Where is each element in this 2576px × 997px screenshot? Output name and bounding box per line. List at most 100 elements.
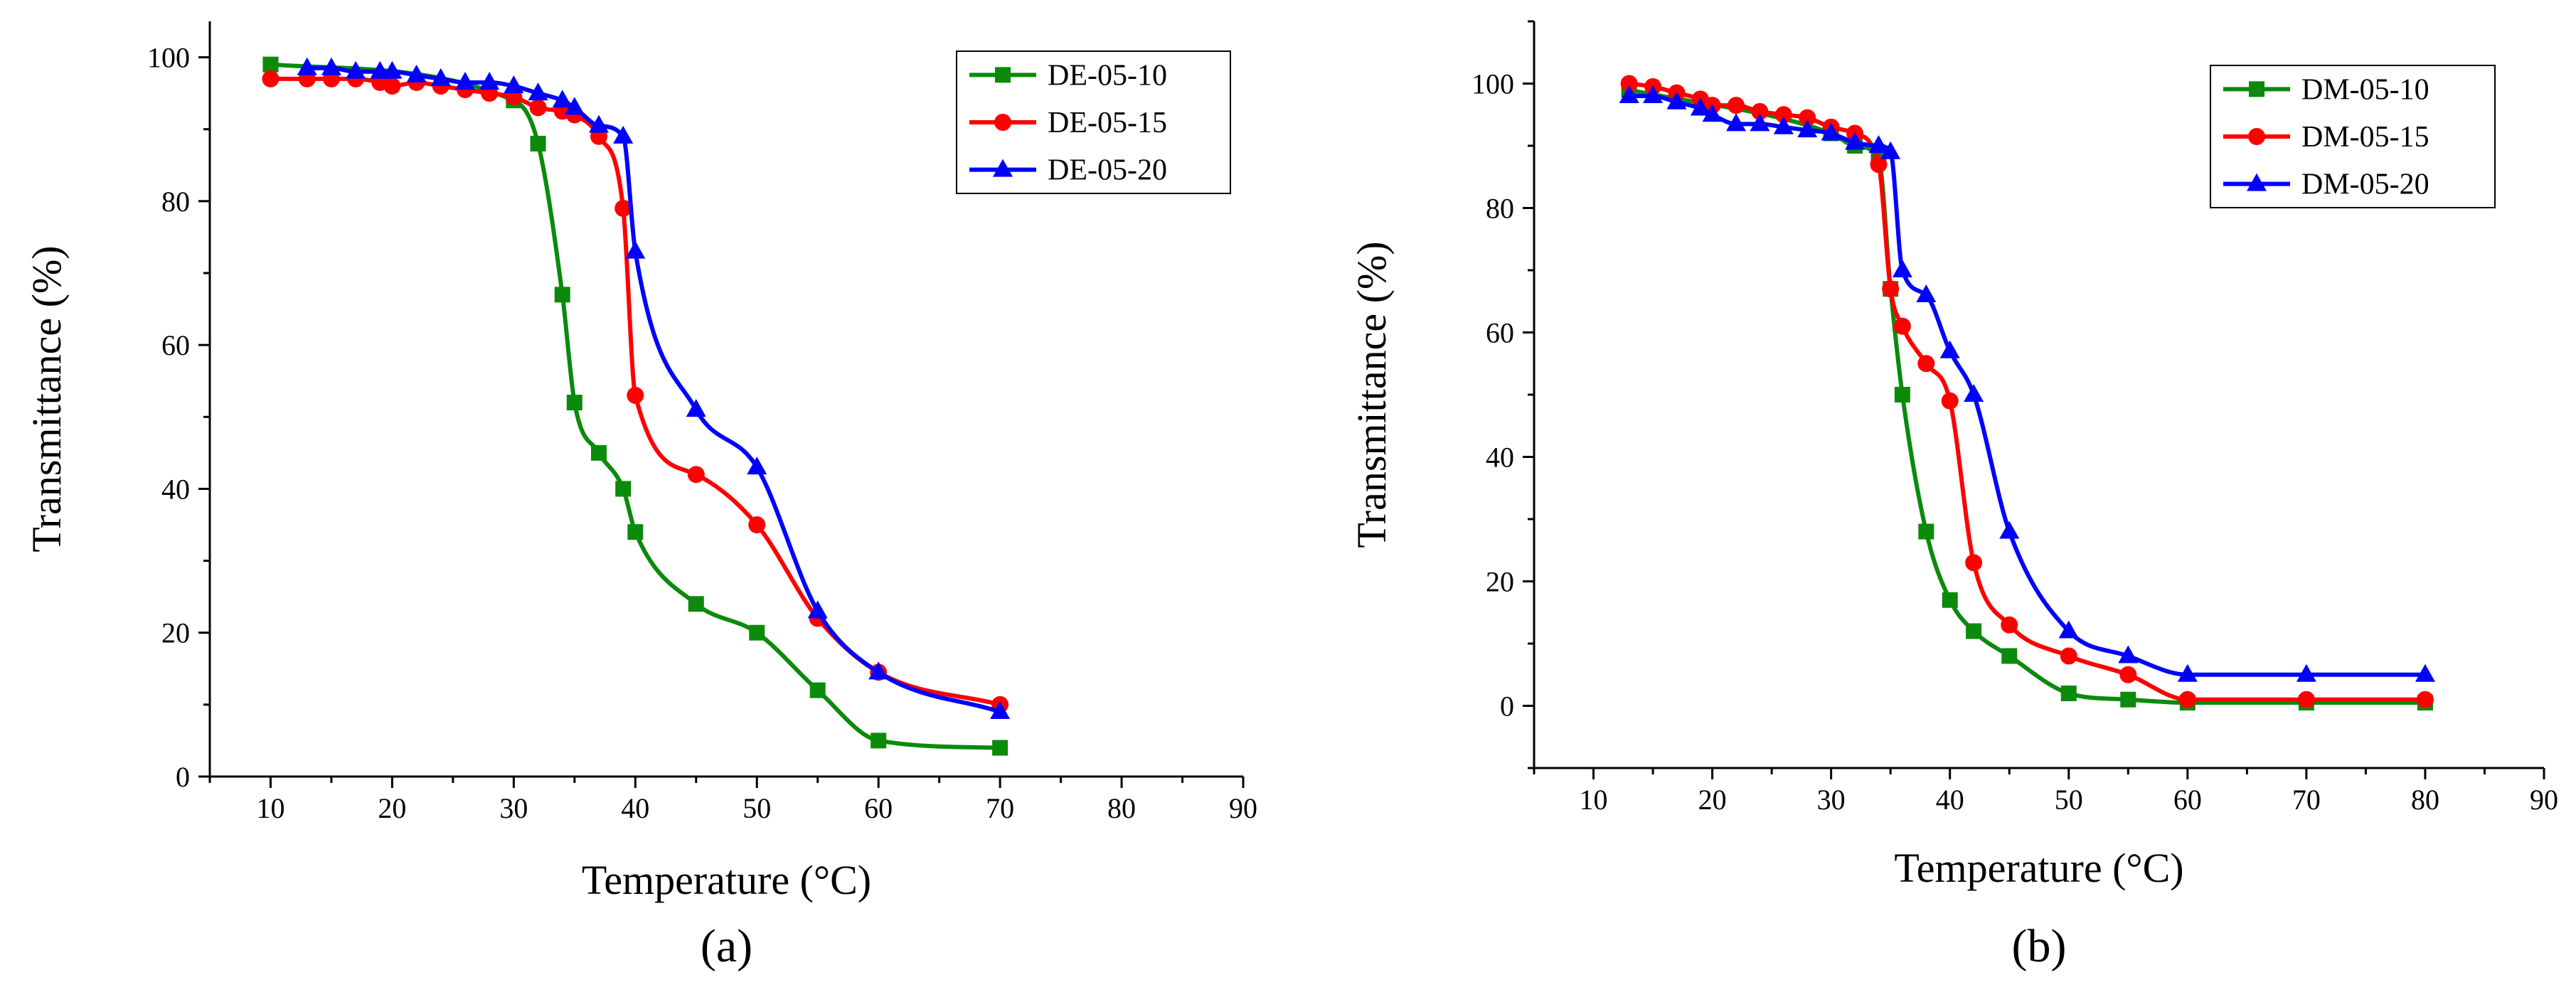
panel-a: 0 20 40 60 80 100 10 20 30 40 50 60 70 80 90 Temperatur… xyxy=(23,21,1257,972)
legend-label: DE-05-15 xyxy=(1048,107,1167,139)
data-point xyxy=(1999,521,2020,539)
data-point xyxy=(530,135,546,151)
x-tick-label: 80 xyxy=(1107,792,1136,824)
data-point xyxy=(1666,91,1687,110)
legend-marker xyxy=(2247,173,2267,191)
x-tick-label: 90 xyxy=(2530,784,2558,816)
data-point xyxy=(1941,392,1959,410)
x-tick-label: 50 xyxy=(743,792,771,824)
data-point xyxy=(1799,109,1816,127)
data-point xyxy=(688,596,704,612)
data-point xyxy=(627,386,644,404)
data-point xyxy=(990,700,1011,719)
data-point xyxy=(1750,113,1770,132)
data-point xyxy=(747,457,767,475)
data-point xyxy=(2296,663,2316,682)
x-tick-label: 20 xyxy=(1698,784,1727,816)
data-point xyxy=(1882,280,1900,298)
data-point xyxy=(1868,135,1889,153)
data-point xyxy=(1751,102,1769,120)
data-point xyxy=(454,71,475,90)
data-point xyxy=(1894,387,1910,402)
y-tick-label: 100 xyxy=(1471,68,1514,100)
x-tick-label: 70 xyxy=(986,792,1014,824)
data-point xyxy=(1870,156,1888,174)
data-point xyxy=(1619,85,1639,103)
y-tick-label: 0 xyxy=(176,761,190,793)
data-point xyxy=(1916,284,1937,302)
data-point xyxy=(1845,132,1866,150)
x-axis-title: Temperature (°C) xyxy=(582,857,871,903)
data-point xyxy=(1892,260,1912,277)
data-point xyxy=(1917,355,1935,373)
data-point xyxy=(2058,620,2079,639)
data-point xyxy=(1797,119,1818,138)
x-tick-label: 70 xyxy=(2292,784,2321,816)
data-point xyxy=(321,57,341,75)
data-point xyxy=(627,524,644,540)
data-point xyxy=(2178,691,2196,708)
data-point xyxy=(552,90,573,108)
legend: DM-05-10 DM-05-15 DM-05-20 xyxy=(2210,65,2496,208)
series-de-05-20 xyxy=(297,57,1011,719)
data-point xyxy=(2415,663,2435,682)
data-point xyxy=(2060,686,2077,701)
panel-label: (a) xyxy=(701,920,752,972)
data-point xyxy=(1821,122,1841,141)
legend-label: DM-05-15 xyxy=(2301,121,2429,154)
data-point xyxy=(992,740,1008,756)
data-point xyxy=(625,240,646,259)
data-point xyxy=(2119,666,2137,683)
data-point xyxy=(262,70,280,87)
x-tick-label: 10 xyxy=(1580,784,1608,816)
data-point xyxy=(868,661,889,680)
data-point xyxy=(614,199,632,217)
x-tick-label: 80 xyxy=(2411,784,2439,816)
data-point xyxy=(1643,85,1664,103)
legend: DE-05-10 DE-05-15 DE-05-20 xyxy=(956,50,1231,194)
data-point xyxy=(1690,97,1710,116)
legend-marker xyxy=(2249,81,2264,97)
data-point xyxy=(807,600,828,619)
data-point xyxy=(1939,340,1960,358)
y-tick-label: 80 xyxy=(1486,193,1514,225)
data-point xyxy=(1620,75,1638,92)
x-tick-label: 50 xyxy=(2055,784,2083,816)
data-point xyxy=(504,75,524,94)
x-tick-label: 20 xyxy=(378,792,406,824)
y-tick-label: 40 xyxy=(1486,442,1514,474)
data-point xyxy=(2177,663,2198,682)
y-tick-label: 80 xyxy=(161,186,190,218)
legend-label: DM-05-20 xyxy=(2301,169,2429,201)
x-tick-label: 40 xyxy=(621,792,649,824)
data-point xyxy=(687,466,705,484)
panel-b: 0 20 40 60 80 100 10 20 30 40 50 60 70 80 90 Temperatur… xyxy=(1348,20,2558,972)
data-point xyxy=(749,624,765,641)
data-point xyxy=(2001,648,2018,664)
data-point xyxy=(1893,317,1911,335)
x-tick-label: 60 xyxy=(2173,784,2202,816)
data-point xyxy=(382,60,403,79)
y-axis-title: Transmittance (%) xyxy=(1348,241,1395,548)
data-point xyxy=(591,444,607,461)
data-point xyxy=(615,481,632,497)
y-axis-title: Transmittance (%) xyxy=(23,245,70,552)
y-tick-label: 0 xyxy=(1500,691,1514,723)
data-point xyxy=(2120,691,2136,708)
data-point xyxy=(1773,116,1794,134)
legend-marker xyxy=(993,159,1013,177)
data-point xyxy=(1774,106,1792,124)
x-tick-label: 30 xyxy=(499,792,528,824)
data-point xyxy=(383,78,401,95)
data-point xyxy=(566,395,582,411)
data-point xyxy=(430,68,451,86)
x-axis-title: Temperature (°C) xyxy=(1894,845,2183,891)
y-tick-label: 100 xyxy=(147,42,190,74)
y-tick-label: 60 xyxy=(1486,317,1514,349)
data-point xyxy=(406,64,427,82)
data-point xyxy=(528,82,548,101)
legend-marker xyxy=(995,67,1011,83)
x-tick-label: 30 xyxy=(1817,784,1846,816)
y-tick-label: 20 xyxy=(161,617,190,649)
